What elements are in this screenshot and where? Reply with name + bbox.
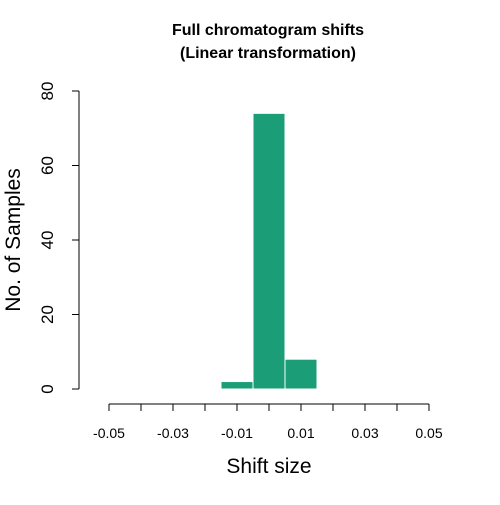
y-tick-label: 40	[38, 231, 57, 250]
x-axis: -0.05 -0.03 -0.01 0.01 0.03 0.05	[93, 403, 443, 441]
x-tick-label: 0.05	[415, 425, 442, 441]
x-tick-label: -0.01	[221, 425, 253, 441]
y-tick-label: 0	[38, 384, 57, 393]
histogram-bar-1	[252, 112, 286, 390]
chart-title-group: Full chromatogram shifts (Linear transfo…	[172, 22, 364, 62]
y-axis: 0 20 40 60 80	[38, 82, 80, 394]
x-tick-label: 0.01	[287, 425, 314, 441]
x-tick-label: -0.05	[93, 425, 125, 441]
y-tick-label: 60	[38, 156, 57, 175]
bars-group	[220, 112, 318, 390]
y-tick-label: 20	[38, 305, 57, 324]
y-axis-title: No. of Samples	[2, 168, 25, 312]
histogram-bar-0	[220, 381, 254, 390]
chart-subtitle: (Linear transformation)	[180, 45, 356, 62]
x-axis-title: Shift size	[226, 455, 311, 478]
y-tick-label: 80	[38, 82, 57, 101]
histogram-bar-2	[284, 358, 318, 390]
chart-title: Full chromatogram shifts	[172, 22, 364, 39]
x-tick-label: -0.03	[157, 425, 189, 441]
x-tick-label: 0.03	[351, 425, 378, 441]
